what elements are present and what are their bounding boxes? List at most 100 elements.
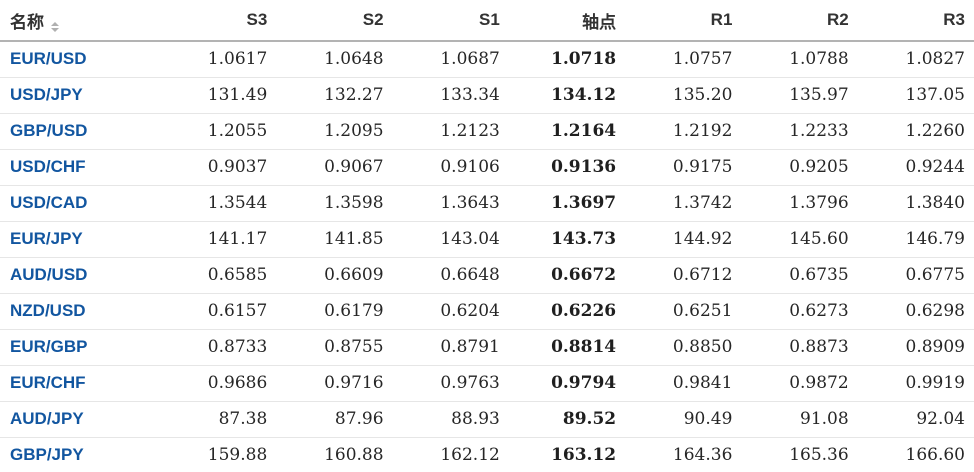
currency-pair-link[interactable]: USD/CAD <box>10 193 88 212</box>
r1-value: 1.0757 <box>625 41 742 78</box>
s2-value: 0.6179 <box>276 293 393 330</box>
r2-value: 135.97 <box>741 77 858 114</box>
currency-pair-cell: EUR/USD <box>0 41 160 78</box>
r2-value: 0.6735 <box>741 257 858 294</box>
r2-value: 145.60 <box>741 221 858 258</box>
r2-value: 0.9205 <box>741 149 858 186</box>
r1-value: 144.92 <box>625 221 742 258</box>
r3-value: 166.60 <box>857 437 974 472</box>
currency-pair-link[interactable]: EUR/JPY <box>10 229 83 248</box>
currency-pair-link[interactable]: NZD/USD <box>10 301 86 320</box>
table-header-row: 名称 S3 S2 S1 轴点 R1 R2 R3 <box>0 0 974 42</box>
currency-pair-cell: AUD/USD <box>0 257 160 294</box>
currency-pair-link[interactable]: AUD/USD <box>10 265 88 284</box>
column-header-name-label: 名称 <box>10 12 44 32</box>
r2-value: 0.8873 <box>741 329 858 366</box>
r1-value: 0.9841 <box>625 365 742 402</box>
r3-value: 137.05 <box>857 77 974 114</box>
currency-pair-link[interactable]: EUR/GBP <box>10 337 88 356</box>
column-header-s2[interactable]: S2 <box>276 0 393 42</box>
currency-pair-link[interactable]: GBP/USD <box>10 121 88 140</box>
table-row: GBP/USD 1.2055 1.2095 1.2123 1.2164 1.21… <box>0 113 974 150</box>
r2-value: 0.9872 <box>741 365 858 402</box>
currency-pair-cell: USD/JPY <box>0 77 160 114</box>
s2-value: 141.85 <box>276 221 393 258</box>
currency-pair-link[interactable]: EUR/CHF <box>10 373 86 392</box>
pivot-value: 163.12 <box>508 437 626 472</box>
s1-value: 0.9763 <box>392 365 509 402</box>
sort-arrows-icon[interactable] <box>51 21 59 32</box>
r2-value: 91.08 <box>741 401 858 438</box>
table-row: USD/JPY 131.49 132.27 133.34 134.12 135.… <box>0 77 974 114</box>
r3-value: 1.0827 <box>857 41 974 78</box>
r3-value: 92.04 <box>857 401 974 438</box>
pivot-value: 89.52 <box>508 401 626 438</box>
currency-pair-cell: EUR/JPY <box>0 221 160 258</box>
s2-value: 0.9067 <box>276 149 393 186</box>
r3-value: 1.2260 <box>857 113 974 150</box>
s1-value: 0.6648 <box>392 257 509 294</box>
table-row: USD/CHF 0.9037 0.9067 0.9106 0.9136 0.91… <box>0 149 974 186</box>
column-header-s1[interactable]: S1 <box>392 0 509 42</box>
pivot-value: 0.9136 <box>508 149 626 186</box>
column-header-s3[interactable]: S3 <box>160 0 277 42</box>
column-header-pivot[interactable]: 轴点 <box>508 0 626 42</box>
r1-value: 0.9175 <box>625 149 742 186</box>
s2-value: 160.88 <box>276 437 393 472</box>
r3-value: 0.6775 <box>857 257 974 294</box>
r1-value: 0.8850 <box>625 329 742 366</box>
s1-value: 1.3643 <box>392 185 509 222</box>
r1-value: 135.20 <box>625 77 742 114</box>
table-row: AUD/JPY 87.38 87.96 88.93 89.52 90.49 91… <box>0 401 974 438</box>
s2-value: 0.6609 <box>276 257 393 294</box>
r2-value: 165.36 <box>741 437 858 472</box>
s1-value: 1.0687 <box>392 41 509 78</box>
s2-value: 87.96 <box>276 401 393 438</box>
column-header-name[interactable]: 名称 <box>0 0 160 42</box>
s3-value: 0.8733 <box>160 329 277 366</box>
r2-value: 0.6273 <box>741 293 858 330</box>
pivot-value: 0.6672 <box>508 257 626 294</box>
currency-pair-link[interactable]: EUR/USD <box>10 49 87 69</box>
column-header-r3[interactable]: R3 <box>857 0 974 42</box>
s3-value: 141.17 <box>160 221 277 258</box>
table-row: EUR/JPY 141.17 141.85 143.04 143.73 144.… <box>0 221 974 258</box>
r1-value: 1.2192 <box>625 113 742 150</box>
column-header-r1[interactable]: R1 <box>625 0 742 42</box>
r1-value: 90.49 <box>625 401 742 438</box>
r2-value: 1.3796 <box>741 185 858 222</box>
pivot-value: 1.0718 <box>508 41 626 78</box>
pivot-value: 0.9794 <box>508 365 626 402</box>
s3-value: 1.3544 <box>160 185 277 222</box>
currency-pair-cell: GBP/JPY <box>0 437 160 472</box>
r3-value: 146.79 <box>857 221 974 258</box>
r3-value: 0.9244 <box>857 149 974 186</box>
table-body: EUR/USD 1.0617 1.0648 1.0687 1.0718 1.07… <box>0 41 974 472</box>
currency-pair-link[interactable]: USD/JPY <box>10 85 83 104</box>
s1-value: 133.34 <box>392 77 509 114</box>
currency-pair-link[interactable]: AUD/JPY <box>10 409 84 428</box>
table-row: EUR/CHF 0.9686 0.9716 0.9763 0.9794 0.98… <box>0 365 974 402</box>
currency-pair-cell: GBP/USD <box>0 113 160 150</box>
currency-pair-cell: AUD/JPY <box>0 401 160 438</box>
s3-value: 87.38 <box>160 401 277 438</box>
table-row: USD/CAD 1.3544 1.3598 1.3643 1.3697 1.37… <box>0 185 974 222</box>
r3-value: 0.9919 <box>857 365 974 402</box>
column-header-r2[interactable]: R2 <box>741 0 858 42</box>
currency-pair-cell: USD/CAD <box>0 185 160 222</box>
table-row: EUR/GBP 0.8733 0.8755 0.8791 0.8814 0.88… <box>0 329 974 366</box>
pivot-value: 143.73 <box>508 221 626 258</box>
currency-pair-link[interactable]: USD/CHF <box>10 157 86 176</box>
s3-value: 1.2055 <box>160 113 277 150</box>
s2-value: 1.2095 <box>276 113 393 150</box>
r2-value: 1.2233 <box>741 113 858 150</box>
r1-value: 164.36 <box>625 437 742 472</box>
table-row: EUR/USD 1.0617 1.0648 1.0687 1.0718 1.07… <box>0 41 974 78</box>
pivot-value: 0.6226 <box>508 293 626 330</box>
currency-pair-link[interactable]: GBP/JPY <box>10 445 84 464</box>
pivot-value: 0.8814 <box>508 329 626 366</box>
r1-value: 0.6712 <box>625 257 742 294</box>
r1-value: 1.3742 <box>625 185 742 222</box>
currency-pair-cell: EUR/GBP <box>0 329 160 366</box>
